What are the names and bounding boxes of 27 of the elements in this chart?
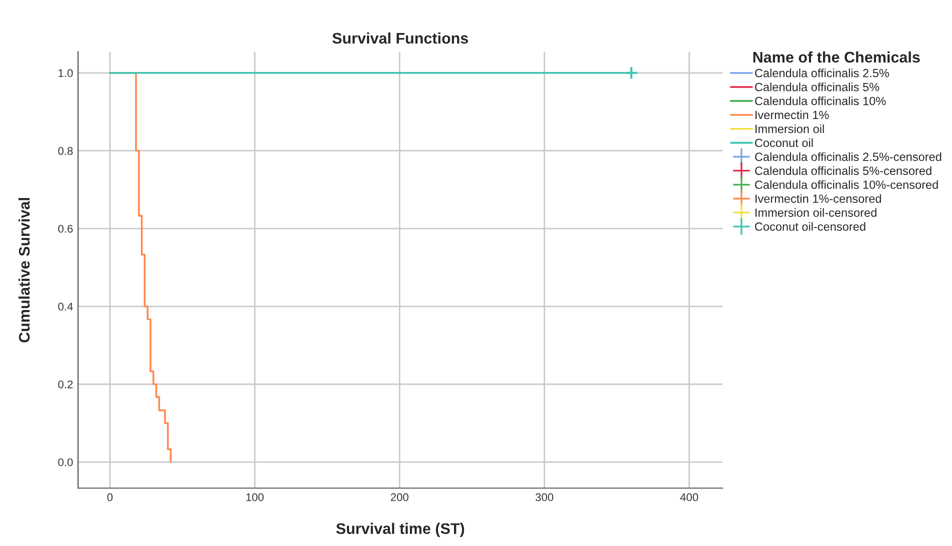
legend-label: Immersion oil-censored: [756, 208, 876, 217]
legend-label: Calendula officinalis 5%: [755, 82, 880, 92]
chart-title: Survival Functions: [332, 32, 468, 44]
legend-label: Calendula officinalis 2.5%-censored: [755, 152, 942, 162]
legend-title: Name of the Chemicals: [753, 51, 920, 63]
x-tick-label: 200: [390, 493, 408, 502]
y-tick-label: 1.0: [58, 69, 73, 78]
y-tick-label: 0.2: [58, 380, 73, 388]
legend-label: Ivermectin 1%-censored: [756, 194, 881, 203]
x-axis-title: Survival time (ST): [336, 522, 464, 538]
x-tick-label: 100: [246, 493, 264, 502]
y-axis-title: Cumulative Survival: [18, 198, 30, 342]
y-tick-label: 0.6: [58, 224, 73, 233]
x-tick-label: 0: [107, 493, 113, 502]
x-tick-label: 300: [536, 493, 554, 502]
legend-label: Calendula officinalis 5%-censored: [755, 166, 932, 175]
y-tick-label: 0.0: [58, 458, 73, 466]
legend-label: Calendula officinalis 10%: [755, 96, 886, 106]
y-tick-label: 0.4: [58, 302, 73, 311]
x-tick-label: 400: [680, 493, 698, 502]
legend-label: Ivermectin 1%: [756, 110, 829, 120]
legend-label: Calendula officinalis 10%-censored: [755, 180, 938, 189]
legend-label: Coconut oil: [755, 138, 813, 148]
y-tick-label: 0.8: [58, 146, 73, 155]
legend-label: Immersion oil: [756, 124, 824, 134]
legend-label: Coconut oil-censored: [755, 222, 866, 231]
legend-label: Calendula officinalis 2.5%: [755, 68, 890, 78]
